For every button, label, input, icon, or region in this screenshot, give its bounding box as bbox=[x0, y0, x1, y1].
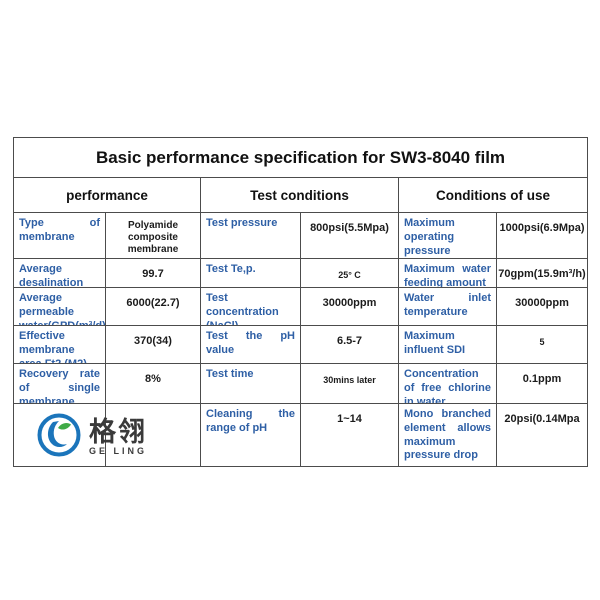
spec-table: Basic performance specification for SW3-… bbox=[13, 137, 588, 467]
test-value-test-ph-value: 6.5-7 bbox=[301, 326, 399, 364]
geling-logo-name-cn: 格翎 bbox=[89, 417, 147, 447]
use-value-mono-branched-pressure-drop: 20psi(0.14Mpa bbox=[504, 413, 580, 425]
use-value-water-inlet-temperature: 30000ppm bbox=[497, 288, 587, 326]
test-label-test-ph-value: Test the pH value bbox=[201, 326, 301, 364]
use-value-free-chlorine-concentration: 0.1ppm bbox=[497, 364, 587, 404]
test-label-test-temp: Test Te,p. bbox=[201, 259, 301, 288]
use-label-max-water-feeding: Maximum water feeding amount bbox=[399, 259, 497, 288]
test-value-test-concentration: 30000ppm bbox=[301, 288, 399, 326]
perf-label-recovery-rate: Recovery rate of single membrane element bbox=[14, 364, 106, 404]
test-value-test-temp: 25° C bbox=[301, 259, 399, 288]
test-label-test-concentration: Test concentration (NaCl) bbox=[201, 288, 301, 326]
geling-logo-name-en: GE LING bbox=[89, 446, 148, 456]
perf-label-average-desalination: Average desalination (%) bbox=[14, 259, 106, 288]
geling-logo-icon bbox=[36, 412, 82, 463]
header-test-conditions: Test conditions bbox=[201, 178, 399, 213]
use-label-max-influent-sdi: Maximum influent SDI bbox=[399, 326, 497, 364]
use-label-free-chlorine-concentration: Concentration of free chlorine in water bbox=[399, 364, 497, 404]
header-conditions-of-use: Conditions of use bbox=[399, 178, 587, 213]
perf-value-recovery-rate: 8% bbox=[106, 364, 201, 404]
test-label-test-pressure: Test pressure bbox=[201, 213, 301, 259]
perf-label-type-of-membrane: Type of membrane bbox=[14, 213, 106, 259]
header-performance: performance bbox=[14, 178, 201, 213]
use-label-water-inlet-temperature: Water inlet temperature bbox=[399, 288, 497, 326]
perf-value-average-desalination: 99.7 bbox=[106, 259, 201, 288]
test-value-test-pressure: 800psi(5.5Mpa) bbox=[301, 213, 399, 259]
logo-cell-right bbox=[106, 404, 201, 466]
geling-logo-text: 格翎 GE LING bbox=[89, 419, 147, 456]
use-value-max-water-feeding: 70gpm(15.9m³/h) bbox=[497, 259, 587, 288]
use-label-max-operating-pressure: Maximum operating pressure bbox=[399, 213, 497, 259]
use-value-max-operating-pressure: 1000psi(6.9Mpa) bbox=[497, 213, 587, 259]
table-title: Basic performance specification for SW3-… bbox=[14, 138, 587, 178]
perf-value-effective-membrane-area: 370(34) bbox=[106, 326, 201, 364]
logo-cell-left bbox=[14, 404, 106, 466]
test-label-test-time: Test time bbox=[201, 364, 301, 404]
test-value-cleaning-ph-range: 1~14 bbox=[301, 404, 399, 466]
test-value-test-time: 30mins later bbox=[301, 364, 399, 404]
use-label-mono-branched-pressure-drop: Mono branched element allows maximum pre… bbox=[399, 404, 497, 466]
use-value-max-influent-sdi: 5 bbox=[497, 326, 587, 364]
geling-logo: 格翎 GE LING bbox=[36, 412, 147, 463]
perf-value-average-permeable-water: 6000(22.7) bbox=[106, 288, 201, 326]
test-label-cleaning-ph-range: Cleaning the range of pH bbox=[201, 404, 301, 466]
perf-label-average-permeable-water: Average permeable water(GPD(m³/d) bbox=[14, 288, 106, 326]
perf-label-effective-membrane-area: Effective membrane area Ft2 (M2) bbox=[14, 326, 106, 364]
perf-value-membrane-type: Polyamide composite membrane bbox=[106, 213, 201, 259]
